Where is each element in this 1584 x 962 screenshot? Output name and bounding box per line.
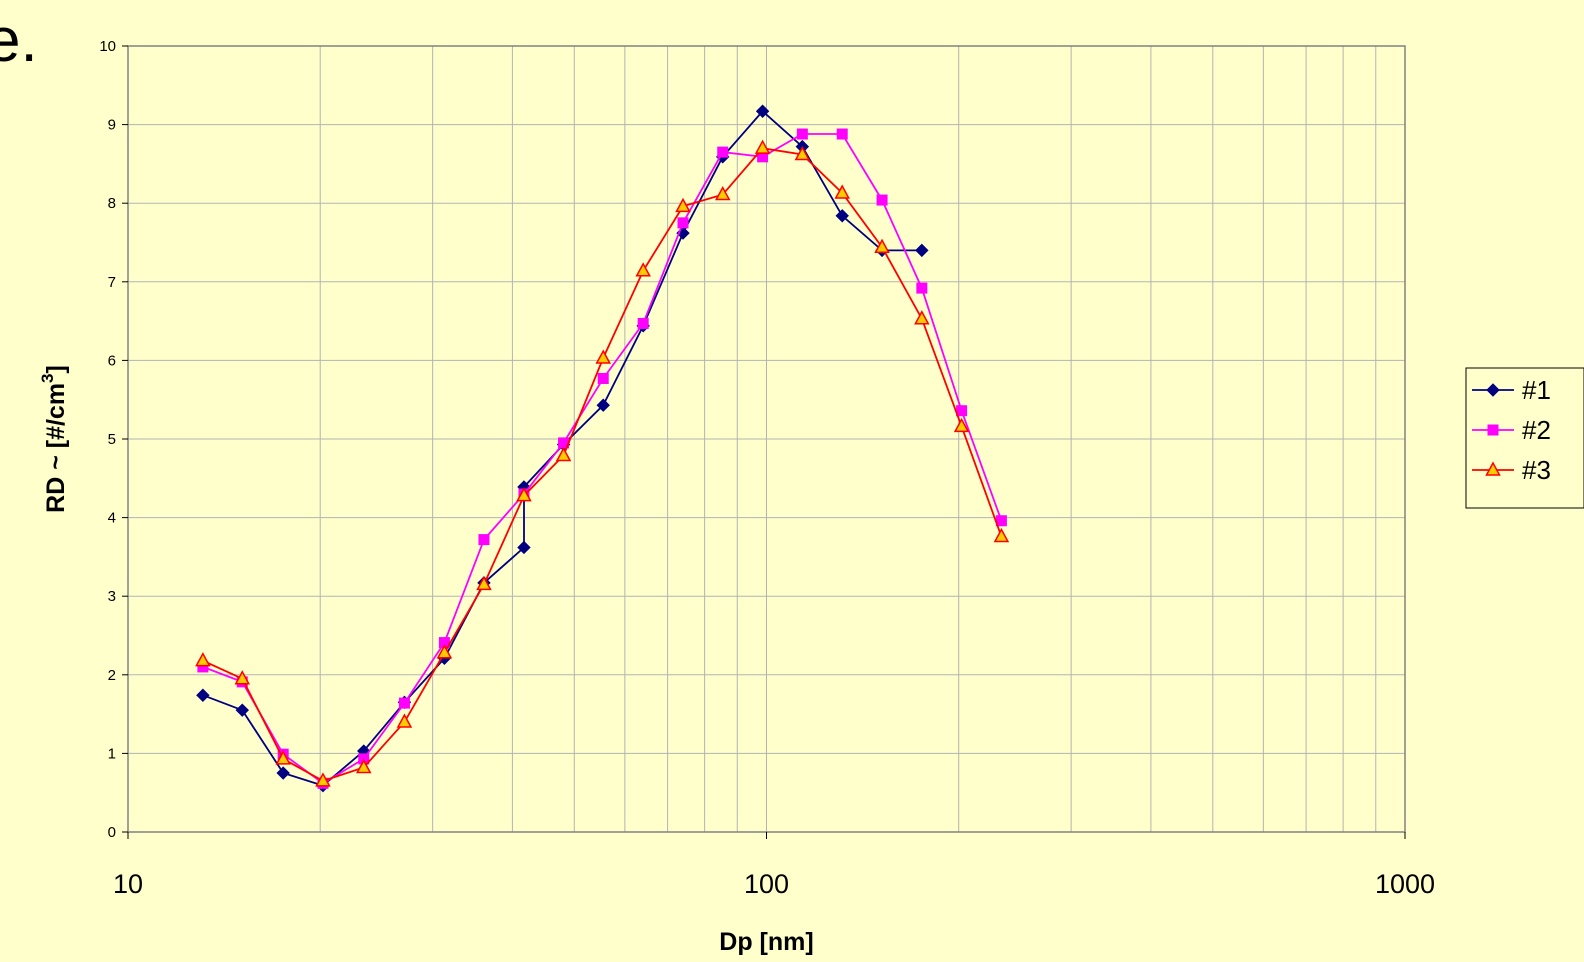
- series-layer: [195, 104, 1010, 793]
- data-point: [834, 184, 850, 199]
- data-point: [315, 772, 331, 787]
- data-point: [796, 128, 808, 140]
- data-point: [635, 262, 651, 277]
- data-point: [953, 417, 970, 433]
- data-point: [876, 194, 888, 206]
- y-tick-label: 9: [108, 117, 116, 134]
- data-point: [915, 243, 929, 258]
- data-point: [1485, 461, 1501, 476]
- data-point: [637, 317, 649, 329]
- data-point: [398, 697, 410, 709]
- legend: #1 #2 #3: [1465, 367, 1584, 509]
- series-line: [202, 133, 1003, 785]
- y-tick-label: 2: [108, 667, 116, 684]
- x-tick-label: 1000: [1375, 869, 1435, 899]
- y-axis-title-bracket: ]: [42, 365, 70, 373]
- axis-ticks: 0 1 2 3 4 5 6 7 8 9 10 10 100 1000: [99, 38, 1435, 899]
- data-point: [476, 575, 492, 591]
- y-tick-label: 5: [108, 431, 116, 448]
- data-point: [195, 652, 211, 667]
- series-2: [197, 128, 1007, 789]
- data-point: [1486, 383, 1500, 397]
- data-point: [675, 197, 691, 213]
- y-tick-label: 4: [108, 510, 116, 527]
- data-point: [717, 146, 729, 158]
- y-tick-label: 1: [108, 745, 116, 762]
- legend-box: [1465, 367, 1584, 509]
- data-point: [755, 104, 770, 118]
- legend-label: #3: [1522, 455, 1551, 485]
- y-tick-label: 6: [108, 352, 116, 369]
- data-point: [275, 750, 291, 765]
- series-1: [196, 104, 929, 793]
- data-point: [516, 487, 532, 502]
- data-point: [835, 209, 849, 223]
- x-tick-label: 100: [744, 869, 789, 899]
- data-point: [1487, 424, 1499, 436]
- data-point: [234, 670, 251, 685]
- data-point: [597, 372, 609, 384]
- data-point: [993, 527, 1010, 543]
- y-tick-label: 3: [108, 588, 116, 605]
- data-point: [714, 185, 731, 201]
- legend-label: #1: [1522, 375, 1551, 405]
- data-point: [794, 145, 811, 161]
- series-3: [195, 139, 1010, 787]
- stray-slide-text: e.: [0, 6, 38, 75]
- gridlines: [128, 46, 1405, 832]
- y-tick-label: 7: [108, 274, 116, 291]
- data-point: [956, 405, 968, 417]
- data-point: [916, 282, 928, 294]
- data-point: [355, 758, 372, 774]
- data-point: [436, 644, 453, 659]
- y-tick-label: 8: [108, 195, 116, 212]
- data-point: [517, 540, 531, 555]
- data-point: [754, 139, 771, 154]
- data-point: [396, 713, 413, 728]
- data-point: [914, 310, 930, 325]
- x-axis-title: Dp [nm]: [719, 928, 813, 956]
- y-tick-label: 10: [99, 38, 116, 55]
- data-point: [836, 128, 848, 140]
- data-point: [677, 217, 689, 229]
- data-point: [196, 688, 210, 702]
- legend-label: #2: [1522, 415, 1551, 445]
- data-point: [276, 766, 290, 780]
- data-point: [874, 238, 890, 253]
- y-axis-title: RD ~ [#/cm3]: [38, 365, 70, 513]
- data-point: [595, 349, 611, 364]
- x-tick-label: 10: [113, 869, 143, 899]
- data-point: [235, 703, 249, 717]
- y-axis-title-main: RD ~ [#/cm: [42, 383, 70, 513]
- y-axis-title-superscript: 3: [38, 373, 57, 382]
- data-point: [478, 534, 490, 546]
- data-point: [596, 398, 610, 412]
- y-tick-label: 0: [108, 824, 116, 841]
- data-point: [555, 446, 572, 462]
